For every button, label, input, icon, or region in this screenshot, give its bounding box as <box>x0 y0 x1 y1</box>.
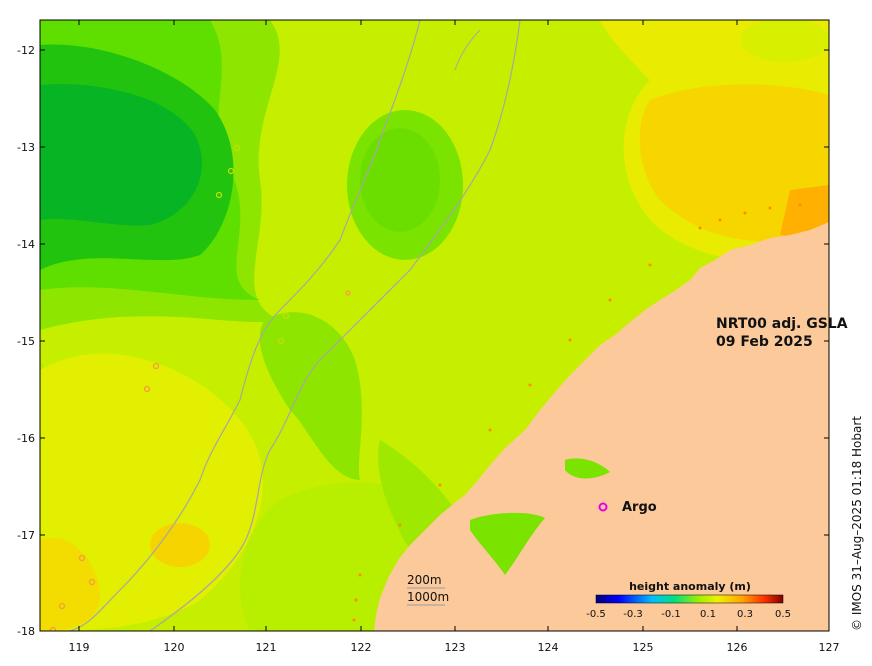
map-title-product: NRT00 adj. GSLA <box>716 316 848 332</box>
plot-frame <box>39 19 830 632</box>
colorbar-tick: 0.5 <box>775 609 791 620</box>
contour-200-label: 200m <box>407 573 442 587</box>
colorbar-tick: 0.1 <box>700 609 716 620</box>
anomaly-field <box>40 20 829 631</box>
y-axis: -12 -13 -14 -15 -16 -17 -18 <box>17 44 829 638</box>
y-tick-label: -15 <box>17 335 35 348</box>
contour-1000-label: 1000m <box>407 590 449 604</box>
argo-label: Argo <box>622 500 657 515</box>
colorbar-title: height anomaly (m) <box>629 580 751 593</box>
x-tick-label: 125 <box>633 641 654 654</box>
colorbar: height anomaly (m) -0.5 -0.3 -0.1 0.1 0.… <box>586 580 791 620</box>
y-tick-label: -16 <box>17 432 35 445</box>
x-tick-label: 122 <box>351 641 372 654</box>
x-tick-label: 126 <box>727 641 748 654</box>
x-tick-label: 123 <box>445 641 466 654</box>
y-tick-label: -13 <box>17 141 35 154</box>
x-tick-label: 120 <box>164 641 185 654</box>
colorbar-tick: 0.3 <box>737 609 753 620</box>
contour-legend: 200m 1000m <box>407 573 449 606</box>
y-tick-label: -17 <box>17 529 35 542</box>
x-tick-label: 119 <box>69 641 90 654</box>
colorbar-scale <box>595 594 784 604</box>
y-tick-label: -18 <box>17 625 35 638</box>
x-tick-label: 124 <box>538 641 559 654</box>
x-axis: 119 120 121 122 123 124 125 126 127 <box>69 20 840 654</box>
y-tick-label: -12 <box>17 44 35 57</box>
argo-marker <box>598 502 608 512</box>
x-tick-label: 121 <box>256 641 277 654</box>
colorbar-tick: -0.5 <box>586 609 606 620</box>
colorbar-tick: -0.1 <box>661 609 681 620</box>
y-tick-label: -14 <box>17 238 35 251</box>
map-title-date: 09 Feb 2025 <box>716 334 813 350</box>
credit-text: © IMOS 31–Aug–2025 01:18 Hobart <box>850 416 864 631</box>
x-tick-label: 127 <box>819 641 840 654</box>
colorbar-tick: -0.3 <box>623 609 643 620</box>
